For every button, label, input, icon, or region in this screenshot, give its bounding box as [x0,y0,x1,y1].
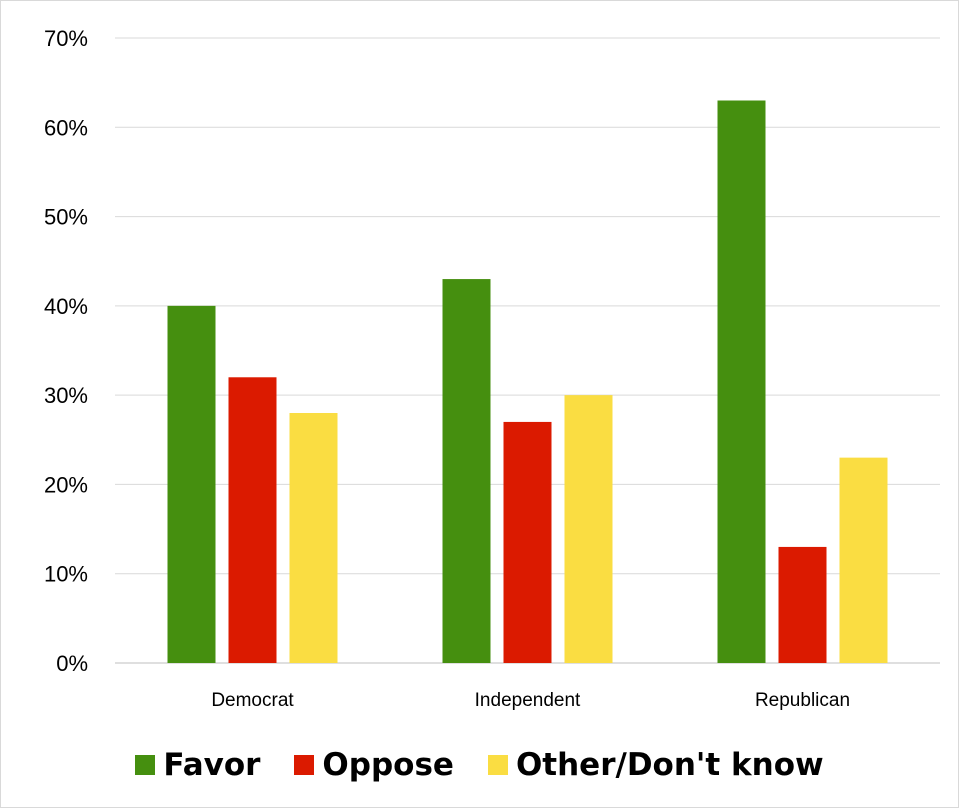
y-tick-label: 0% [56,651,88,676]
y-tick-label: 70% [44,26,88,51]
y-axis-ticks: 0% 10% 20% 30% 40% 50% 60% 70% [44,26,88,676]
bar-independent-favor [442,279,491,663]
y-tick-label: 60% [44,115,88,140]
y-tick-label: 20% [44,472,88,497]
legend-swatch-other [487,755,508,775]
bar-republican-oppose [778,546,827,663]
bars [167,100,888,663]
bar-independent-other-don-t-know [564,395,613,663]
legend-item-favor: Favor [135,747,260,783]
x-axis-ticks: Democrat Independent Republican [211,690,850,711]
bar-democrat-other-don-t-know [289,413,338,663]
legend-item-other: Other/Don't know [487,747,824,783]
y-tick-label: 30% [44,383,88,408]
legend-swatch-oppose [294,755,315,775]
x-tick-label: Democrat [211,690,294,711]
y-tick-label: 50% [44,205,88,230]
y-tick-label: 40% [44,294,88,319]
bar-democrat-favor [167,305,216,663]
bar-republican-other-don-t-know [839,457,888,663]
legend-swatch-favor [135,755,156,775]
legend: Favor Oppose Other/Don't know [0,740,959,790]
bar-chart: 0% 10% 20% 30% 40% 50% 60% 70% Democrat Independ… [44,26,940,711]
y-tick-label: 10% [44,562,88,587]
x-tick-label: Republican [755,690,850,711]
legend-item-oppose: Oppose [294,747,454,783]
legend-label-oppose: Oppose [322,747,454,783]
bar-republican-favor [717,100,766,663]
bar-independent-oppose [503,421,552,663]
x-tick-label: Independent [475,690,581,711]
bar-democrat-oppose [228,377,277,663]
legend-label-other: Other/Don't know [515,747,824,783]
legend-label-favor: Favor [163,747,261,783]
